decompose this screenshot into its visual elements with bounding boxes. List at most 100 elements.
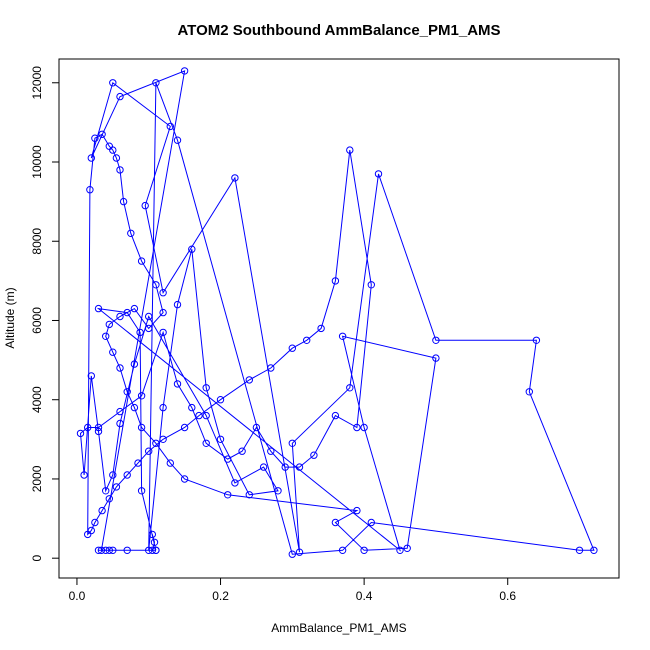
x-axis: 0.0 0.2 0.4 0.6 <box>69 577 516 603</box>
data-point <box>331 411 340 420</box>
data-point <box>105 546 114 554</box>
data-point <box>152 546 160 554</box>
data-point <box>159 403 167 412</box>
data-point <box>532 336 541 344</box>
data-point <box>148 530 157 539</box>
data-point <box>130 304 139 313</box>
data-point <box>152 79 160 87</box>
data-point <box>109 146 117 154</box>
y-axis: 0 2000 4000 6000 8000 10000 12000 <box>30 66 60 562</box>
y-tick-label: 6000 <box>30 307 44 334</box>
data-point <box>353 423 361 432</box>
data-point <box>310 451 318 459</box>
data-point <box>195 411 203 420</box>
data-point <box>202 439 210 447</box>
data-point <box>432 354 440 362</box>
data-point <box>202 384 210 392</box>
data-point <box>159 289 167 297</box>
data-point <box>102 487 110 495</box>
data-point <box>303 336 311 344</box>
data-point <box>288 550 296 558</box>
data-point <box>288 439 296 447</box>
data-point <box>105 320 114 329</box>
data-point <box>116 364 124 372</box>
data-point <box>145 447 153 455</box>
data-point <box>288 344 296 352</box>
data-point <box>137 423 146 432</box>
series-line-0 <box>79 70 595 555</box>
data-point <box>188 245 196 253</box>
y-tick-label: 12000 <box>30 66 44 100</box>
y-tick-label: 2000 <box>30 465 44 492</box>
data-point <box>123 471 131 479</box>
data-point <box>367 281 375 289</box>
data-point <box>116 419 124 428</box>
x-tick-label: 0.4 <box>356 589 373 603</box>
data-point <box>84 530 92 539</box>
data-point <box>116 166 124 174</box>
data-point <box>116 407 124 416</box>
data-point <box>145 324 153 333</box>
data-point <box>119 197 128 206</box>
data-point <box>97 546 106 554</box>
data-point <box>575 546 584 554</box>
data-point <box>216 435 225 443</box>
data-point <box>274 487 282 495</box>
data-point <box>346 146 354 154</box>
data-point <box>123 308 131 317</box>
data-point <box>331 518 340 527</box>
data-point <box>224 491 232 499</box>
data-point <box>112 483 121 491</box>
data-point <box>159 308 167 317</box>
y-tick-label: 4000 <box>30 386 44 413</box>
data-point <box>116 92 124 101</box>
data-point <box>94 546 103 554</box>
x-tick-label: 0.6 <box>499 589 516 603</box>
data-point <box>267 364 275 372</box>
data-point <box>331 277 340 285</box>
data-point <box>238 447 246 455</box>
data-point <box>87 372 96 380</box>
y-tick-label: 8000 <box>30 228 44 255</box>
data-point <box>367 518 375 527</box>
data-point <box>102 546 110 554</box>
data-point <box>109 79 117 87</box>
data-point <box>109 348 117 356</box>
data-point <box>224 455 232 463</box>
data-point <box>396 546 404 554</box>
data-point <box>145 546 153 554</box>
data-point <box>86 186 94 194</box>
data-point <box>87 154 96 162</box>
data-point <box>112 154 121 162</box>
data-point <box>590 546 598 554</box>
data-point <box>188 403 196 412</box>
data-point <box>145 312 153 321</box>
x-tick-label: 0.2 <box>212 589 229 603</box>
data-point <box>353 506 361 515</box>
data-point <box>338 546 347 554</box>
data-point <box>173 136 182 144</box>
data-point <box>137 487 146 495</box>
y-tick-label: 0 <box>30 555 44 562</box>
data-point <box>105 495 114 503</box>
data-point <box>432 336 440 344</box>
data-point <box>180 475 189 483</box>
y-tick-label: 10000 <box>30 145 44 179</box>
data-point <box>109 471 117 479</box>
data-point <box>216 396 225 404</box>
data-point <box>295 548 304 556</box>
data-point <box>360 423 368 432</box>
data-point <box>76 429 85 438</box>
data-point <box>102 332 110 340</box>
chart-title: ATOM2 Southbound AmmBalance_PM1_AMS <box>177 22 500 39</box>
data-point <box>94 427 103 436</box>
data-point <box>137 392 146 400</box>
data-point <box>159 435 167 443</box>
data-point <box>152 281 160 289</box>
data-point <box>130 403 139 412</box>
x-tick-label: 0.0 <box>69 589 86 603</box>
data-point <box>281 463 289 471</box>
data-point <box>525 388 533 396</box>
